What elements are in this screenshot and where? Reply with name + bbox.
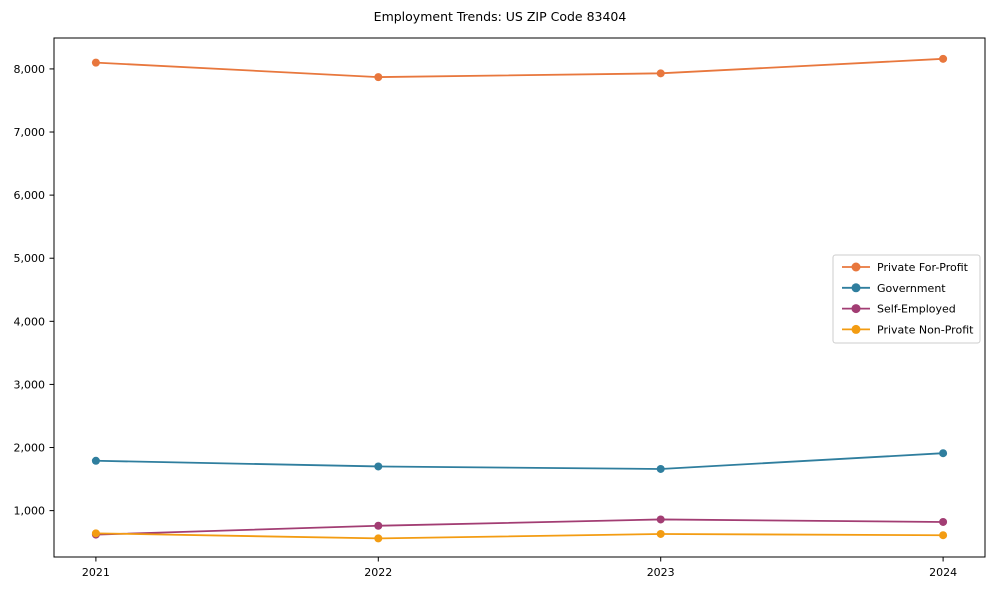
data-point — [656, 515, 665, 524]
y-tick-label: 4,000 — [14, 315, 46, 328]
plot-area: 1,000 2,000 3,000 4,000 5,000 6,000 7,000 8,000… — [14, 37, 986, 579]
data-point — [939, 54, 948, 63]
legend-label: Self-Employed — [877, 303, 956, 316]
data-point — [939, 449, 948, 458]
x-tick-label: 2024 — [929, 566, 957, 579]
series-line-private-non-profit — [94, 532, 945, 540]
legend-marker — [851, 262, 861, 272]
x-tick-label: 2021 — [82, 566, 110, 579]
data-point — [939, 517, 948, 526]
legend-marker — [851, 283, 861, 293]
axes-frame — [53, 37, 986, 558]
data-point — [656, 69, 665, 78]
legend-marker — [851, 324, 861, 334]
chart-title: Employment Trends: US ZIP Code 83404 — [374, 9, 627, 24]
y-tick-label: 8,000 — [14, 63, 46, 76]
y-tick-label: 2,000 — [14, 442, 46, 455]
data-point — [91, 456, 100, 465]
data-point — [374, 534, 383, 543]
data-point — [374, 462, 383, 471]
y-tick-label: 6,000 — [14, 189, 46, 202]
data-point — [656, 529, 665, 538]
x-tick-label: 2023 — [647, 566, 675, 579]
series-line-private-for-profit — [94, 57, 945, 79]
y-tick-label: 7,000 — [14, 126, 46, 139]
y-tick-label: 5,000 — [14, 252, 46, 265]
legend-label: Private For-Profit — [877, 261, 969, 274]
data-point — [91, 58, 100, 67]
x-tick-label: 2022 — [364, 566, 392, 579]
legend-marker — [851, 304, 861, 314]
data-point — [374, 521, 383, 530]
y-tick-label: 1,000 — [14, 505, 46, 518]
series-line-government — [94, 452, 945, 470]
series-line-self-employed — [94, 518, 945, 536]
data-point — [939, 531, 948, 540]
data-point — [91, 529, 100, 538]
legend-label: Private Non-Profit — [877, 323, 974, 336]
data-point — [656, 464, 665, 473]
legend-frame — [832, 254, 981, 344]
data-point — [374, 73, 383, 82]
legend: Private For-Profit Government Self-Employe… — [832, 254, 981, 344]
y-tick-label: 3,000 — [14, 378, 46, 391]
legend-label: Government — [877, 282, 946, 295]
